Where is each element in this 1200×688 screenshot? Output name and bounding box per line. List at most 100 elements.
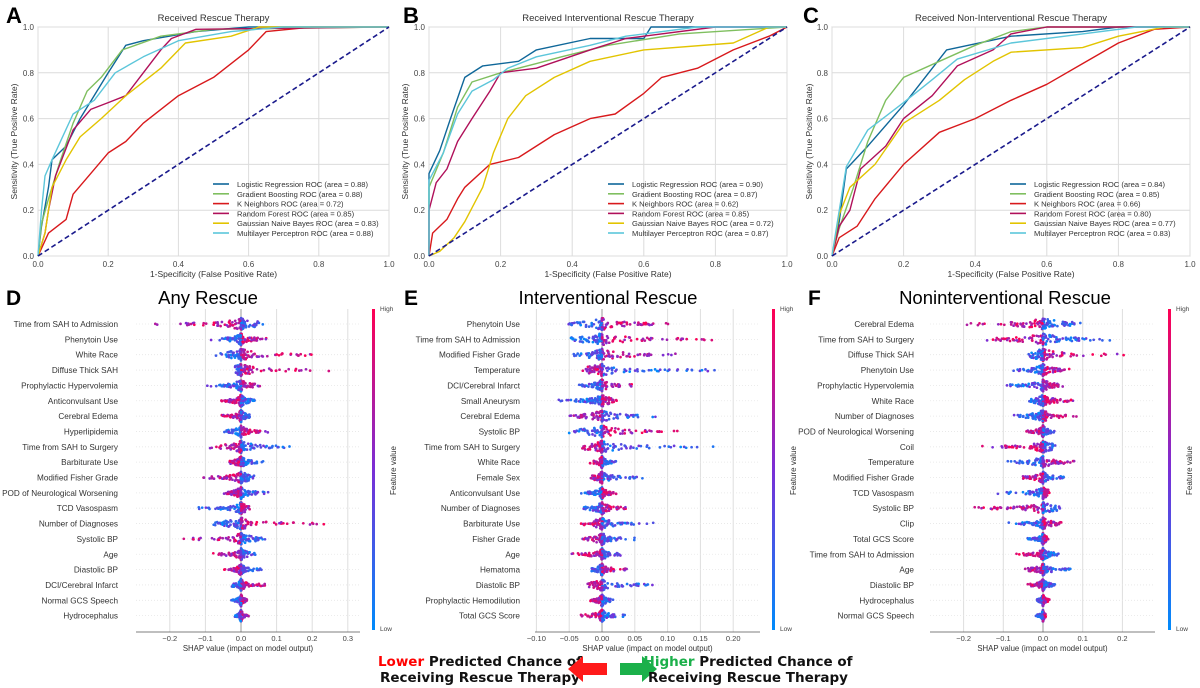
shap-dot	[591, 433, 594, 436]
shap-dot	[651, 415, 655, 419]
shap-dot	[642, 353, 646, 357]
shap-dot	[220, 399, 223, 402]
shap-dot	[249, 349, 253, 353]
shap-dot	[571, 337, 575, 341]
shap-dot	[239, 384, 243, 388]
shap-dot	[583, 553, 587, 557]
shap-dot	[630, 431, 634, 435]
shap-dot	[1064, 336, 1068, 340]
feature-row: Anticonvulsant Use	[48, 393, 360, 408]
shap-dot	[596, 478, 600, 482]
shap-dot	[1092, 338, 1096, 342]
feature-row: Age	[505, 546, 760, 561]
y-tick-label: 0.6	[414, 115, 426, 124]
shap-dot	[223, 399, 226, 402]
shap-dot	[263, 582, 267, 586]
feature-label: DCI/Cerebral Infarct	[447, 381, 521, 390]
feature-label: Diastolic BP	[476, 581, 521, 590]
shap-dot	[260, 460, 264, 464]
shap-dot	[666, 352, 670, 356]
shap-dot	[1083, 337, 1086, 341]
shap-dot	[610, 372, 614, 375]
shap-dot	[584, 537, 588, 540]
feature-row: White Race	[478, 454, 760, 470]
shap-dot	[597, 354, 600, 357]
shap-dot	[227, 525, 230, 528]
shap-dot	[243, 524, 247, 528]
shap-dot	[985, 339, 989, 342]
shap-dot	[605, 341, 608, 345]
shap-dot	[267, 367, 271, 370]
shap-dot	[237, 355, 240, 359]
feature-row: Total GCS Score	[459, 608, 760, 623]
chance-diagonal	[37, 26, 390, 257]
y-tick-label: 0.0	[817, 252, 829, 261]
shap-dot	[617, 427, 620, 431]
shap-dot	[637, 321, 640, 324]
shap-dot	[592, 597, 596, 601]
shap-dot	[236, 472, 240, 476]
chart-title: Received Non-Interventional Rescue Thera…	[915, 13, 1107, 24]
shap-dot	[606, 554, 610, 558]
shap-dot	[265, 444, 268, 448]
shap-dot	[301, 521, 305, 525]
shap-dot	[635, 447, 639, 450]
shap-dot	[646, 583, 650, 586]
panel-letter: A	[6, 3, 22, 28]
shap-dot	[623, 338, 626, 342]
shap-dot	[239, 502, 243, 506]
colorbar	[772, 309, 775, 630]
shap-dot	[1051, 334, 1054, 337]
shap-dot	[1045, 339, 1049, 343]
shap-dot	[238, 541, 242, 545]
shap-dot	[258, 429, 262, 433]
shap-dot	[240, 558, 244, 561]
shap-dot	[253, 337, 256, 341]
shap-dot	[179, 322, 182, 326]
shap-dot	[239, 371, 242, 374]
shap-dot	[233, 354, 237, 357]
shap-dot	[625, 321, 629, 324]
shap-dot	[596, 368, 600, 371]
shap-dot	[262, 368, 266, 372]
shap-dot	[221, 536, 225, 540]
shap-dot	[250, 355, 253, 359]
shap-dot	[606, 401, 610, 405]
feature-label: Diffuse Thick SAH	[52, 366, 118, 375]
shap-dot	[593, 427, 597, 431]
shap-dot	[579, 413, 583, 417]
legend-label: Gaussian Naive Bayes ROC (area = 0.83)	[237, 219, 379, 228]
shap-dot	[598, 477, 602, 481]
shap-dot	[240, 566, 243, 570]
shap-dot	[299, 369, 303, 372]
shap-dot	[227, 400, 230, 403]
shap-dot	[590, 323, 593, 327]
legend-label: Random Forest ROC (area = 0.85)	[632, 209, 750, 218]
shap-dot	[581, 383, 585, 387]
shap-dot	[239, 538, 243, 542]
shap-dot	[1046, 322, 1050, 326]
shap-dot	[609, 412, 613, 416]
shap-dot	[602, 493, 606, 496]
shap-dot	[603, 355, 607, 358]
shap-dot	[235, 510, 239, 513]
feature-row: Barbiturate Use	[61, 455, 360, 468]
shap-dot	[569, 398, 573, 402]
shap-dot	[628, 355, 632, 359]
shap-dot	[598, 524, 602, 528]
legend-label: K Neighbors ROC (area = 0.62)	[632, 200, 739, 209]
feature-label: Fisher Grade	[472, 535, 520, 544]
shap-dot	[634, 413, 638, 417]
shap-dot	[593, 569, 597, 573]
shap-dot	[579, 352, 583, 355]
feature-label: Total GCS Score	[459, 612, 520, 621]
shap-dot	[243, 600, 247, 604]
shap-dot	[616, 583, 620, 587]
shap-dot	[1011, 337, 1015, 341]
shap-dot	[234, 539, 238, 543]
shap-dot	[1069, 336, 1073, 340]
shap-dot	[255, 520, 259, 524]
shap-dot	[634, 475, 637, 479]
shap-dot	[1057, 339, 1061, 343]
shap-dot	[1036, 322, 1040, 326]
